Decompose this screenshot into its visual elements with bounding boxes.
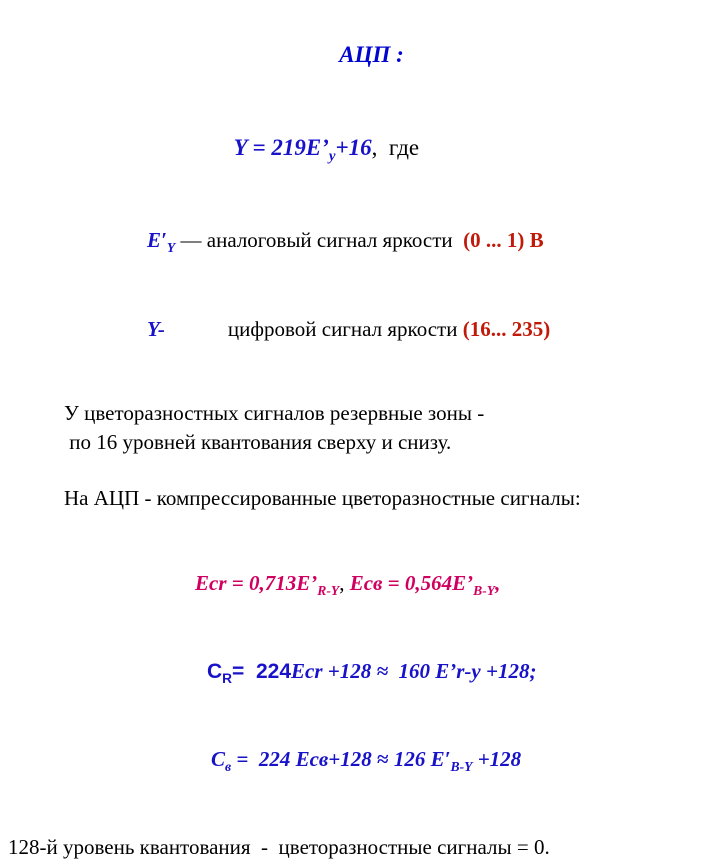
line-cr: СR= 224Еcr +128 ≈ 160 E’r-y +128; (6, 629, 714, 717)
ey-text: — аналоговый сигнал яркости (175, 228, 463, 252)
cr-eq: = 224 (232, 660, 291, 683)
ey-sym: E′Y (147, 228, 175, 252)
line-y-digital: Y- цифровой сигнал яркости (16... 235) (6, 286, 714, 371)
cv-c: С (211, 747, 225, 771)
para-reserve-2: по 16 уровней квантования сверху и снизу… (6, 428, 714, 456)
ey-range: (0 ... 1) В (463, 228, 544, 252)
eq1: Y = 219E’y+16, где (6, 101, 714, 198)
line-cv: Св = 224 Есв+128 ≈ 126 E′B-Y +128 (6, 717, 714, 805)
spacer (6, 371, 714, 399)
ecv-sub: B-Y (473, 583, 495, 598)
spacer (6, 512, 714, 540)
cv-rest: 126 E′ (389, 747, 451, 771)
line-ecr-ecv: Еcr = 0,713Е’R-Y, Есв = 0,564Е’B-Y, (6, 540, 714, 628)
cr-approx: ≈ 160 E’r-y +128; (371, 659, 536, 683)
cr-ecr: Еcr +128 (291, 659, 371, 683)
y-text: цифровой сигнал яркости (228, 317, 463, 341)
cv-eq: = 224 Есв+128 (231, 747, 377, 771)
slide-body: АЦП : Y = 219E’y+16, где E′Y — аналоговы… (0, 0, 720, 862)
cv-tail: +128 (472, 747, 521, 771)
title-text: АЦП : (339, 42, 404, 67)
spacer (6, 805, 714, 833)
mid-comma: , (339, 571, 350, 595)
tail-comma: , (495, 571, 500, 595)
y-spacer (165, 317, 228, 341)
spacer (6, 456, 714, 484)
para-reserve-1: У цветоразностных сигналов резервные зон… (6, 399, 714, 427)
eq1-sub: y (329, 149, 336, 165)
cv-approx: ≈ (377, 747, 389, 771)
ecr: Еcr = 0,713Е’ (195, 571, 317, 595)
y-range: (16... 235) (463, 317, 551, 341)
para-adc: На АЦП - компрессированные цветоразностн… (6, 484, 714, 512)
cr-c: С (207, 660, 222, 683)
eq1-lhs: Y = 219E’ (234, 135, 329, 160)
cr-sub: R (222, 671, 232, 686)
cv-rest-sub: B-Y (450, 759, 472, 774)
eq1-rhs: +16 (336, 135, 372, 160)
title: АЦП : (6, 8, 714, 101)
ecr-sub: R-Y (317, 583, 339, 598)
last-line: 128-й уровень квантования - цветоразност… (6, 833, 714, 861)
line-ey-analog: E′Y — аналоговый сигнал яркости (0 ... 1… (6, 198, 714, 286)
y-sym: Y- (147, 317, 165, 341)
ecv: Есв = 0,564Е’ (350, 571, 473, 595)
eq1-gde: , где (372, 135, 419, 160)
